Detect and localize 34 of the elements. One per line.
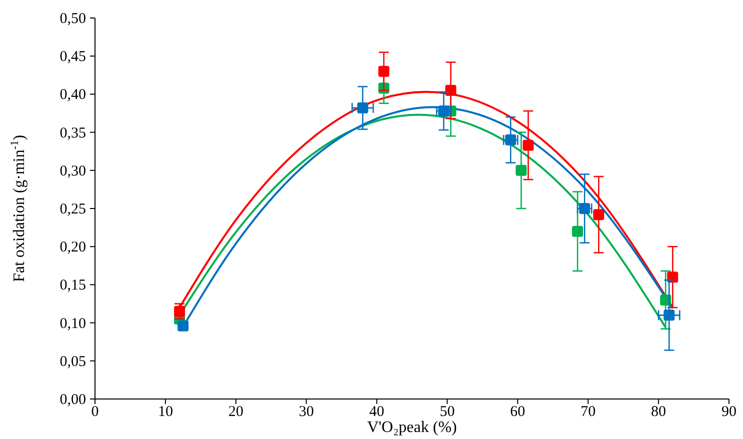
y-tick-label: 0,05	[60, 354, 86, 370]
point	[445, 84, 456, 96]
point	[664, 310, 675, 321]
x-tick-label: 90	[722, 404, 736, 420]
y-tick-label: 0,15	[60, 278, 86, 294]
x-tick-label: 0	[91, 404, 99, 420]
x-tick-label: 60	[510, 404, 526, 420]
y-tick-label: 0,25	[60, 202, 86, 218]
y-tick-label: 0,00	[60, 392, 86, 408]
y-tick-label: 0,20	[60, 240, 86, 256]
point	[357, 102, 368, 114]
point	[579, 203, 590, 214]
y-tick-label: 0,35	[60, 125, 86, 142]
point	[572, 226, 584, 237]
x-tick-label: 50	[440, 404, 455, 420]
point	[593, 209, 604, 220]
y-tick-label: 0,40	[60, 87, 86, 104]
y-tick-label: 0,50	[60, 11, 86, 27]
x-axis-title: V'O₂peak (%)	[367, 419, 457, 436]
x-tick-label: 40	[369, 404, 384, 420]
point	[516, 164, 527, 176]
point	[378, 66, 390, 77]
point	[522, 140, 534, 151]
point	[505, 134, 516, 146]
point	[174, 306, 186, 317]
y-tick-label: 0,30	[60, 163, 86, 180]
x-tick-label: 80	[651, 404, 666, 420]
x-tick-label: 20	[228, 404, 244, 420]
y-tick-label: 0,45	[60, 49, 86, 66]
x-tick-label: 30	[298, 404, 314, 420]
y-tick-label: 0,10	[60, 316, 86, 332]
x-tick-label: 10	[158, 404, 173, 420]
x-tick-label: 70	[580, 404, 596, 420]
point	[178, 320, 189, 332]
